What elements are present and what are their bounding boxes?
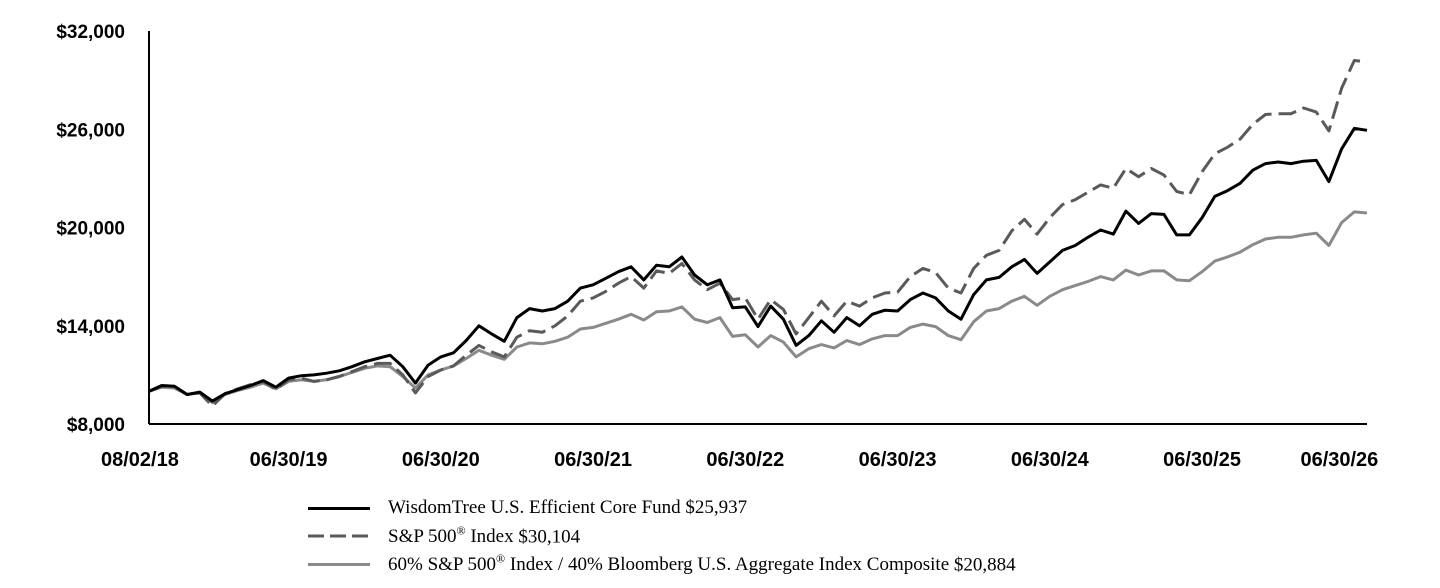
legend-label-sp500: S&P 500® Index $30,104 — [388, 524, 580, 548]
legend-item-fund: WisdomTree U.S. Efficient Core Fund $25,… — [308, 494, 1016, 522]
legend: WisdomTree U.S. Efficient Core Fund $25,… — [308, 494, 1016, 578]
y-tick-labels: $32,000 $26,000 $20,000 $14,000 $8,000 — [56, 22, 125, 436]
legend-swatch-blend — [308, 562, 370, 566]
x-tick-label: 06/30/21 — [554, 449, 632, 471]
series-layer — [148, 59, 1368, 408]
series-line-wisdomtree-u-s-efficient-core-fund — [148, 126, 1368, 403]
legend-swatch-sp500 — [308, 534, 370, 538]
legend-swatch-fund — [308, 506, 370, 510]
x-tick-label: 08/02/18 — [101, 449, 179, 471]
legend-label-fund: WisdomTree U.S. Efficient Core Fund $25,… — [388, 497, 747, 519]
legend-sp500-name: S&P 500® Index — [388, 523, 514, 548]
legend-label-blend: 60% S&P 500® Index / 40% Bloomberg U.S. … — [388, 552, 1016, 576]
series-line-60-s-p-500-index-40-bloomberg-u-s-aggregate-index-composite — [148, 210, 1368, 405]
legend-blend-name: 60% S&P 500® Index / 40% Bloomberg U.S. … — [388, 551, 950, 576]
y-tick-label: $20,000 — [56, 219, 125, 240]
x-tick-label: 06/30/19 — [250, 449, 328, 471]
series-line-s-p-500-index — [148, 59, 1368, 408]
x-tick-label: 06/30/26 — [1300, 449, 1378, 471]
legend-item-blend: 60% S&P 500® Index / 40% Bloomberg U.S. … — [308, 550, 1016, 578]
y-tick-label: $32,000 — [56, 22, 125, 43]
legend-sp500-value: $30,104 — [518, 526, 581, 548]
y-tick-label: $14,000 — [56, 317, 125, 338]
y-tick-label: $26,000 — [56, 120, 125, 141]
y-tick-label: $8,000 — [67, 415, 125, 436]
x-tick-label: 06/30/25 — [1163, 449, 1241, 471]
x-tick-label: 06/30/24 — [1011, 449, 1090, 471]
growth-chart: $32,000 $26,000 $20,000 $14,000 $8,000 08/02… — [56, 22, 1378, 471]
x-tick-label: 06/30/23 — [859, 449, 937, 471]
legend-fund-value: $25,937 — [685, 497, 748, 518]
x-tick-label: 06/30/22 — [706, 449, 784, 471]
legend-fund-name: WisdomTree U.S. Efficient Core Fund — [388, 497, 681, 518]
legend-item-sp500: S&P 500® Index $30,104 — [308, 522, 1016, 550]
x-tick-label: 06/30/20 — [402, 449, 480, 471]
legend-blend-value: $20,884 — [953, 554, 1016, 576]
x-tick-labels: 08/02/18 06/30/19 06/30/20 06/30/21 06/30/22… — [101, 449, 1378, 471]
